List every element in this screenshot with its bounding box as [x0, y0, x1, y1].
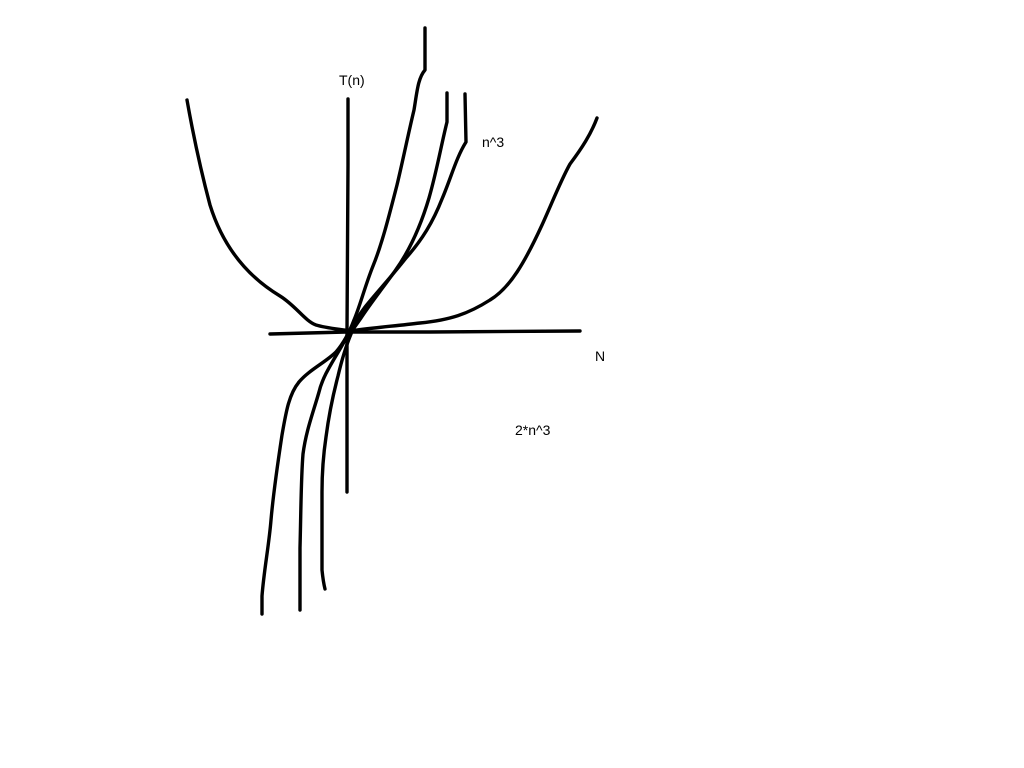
- curve-label-n-cubed: n^3: [482, 134, 505, 150]
- y-axis: [345, 97, 350, 494]
- x-axis-label: N: [595, 348, 606, 364]
- curve-label-two-n-cubed: 2*n^3: [515, 422, 551, 438]
- parabola-curve: [185, 98, 352, 333]
- wide-cubic-curve: [348, 116, 599, 333]
- steep-cubic-curve: [260, 26, 427, 616]
- x-axis: [268, 329, 582, 336]
- outer-cubic-curve: [320, 92, 468, 591]
- y-axis-label: T(n): [339, 72, 365, 88]
